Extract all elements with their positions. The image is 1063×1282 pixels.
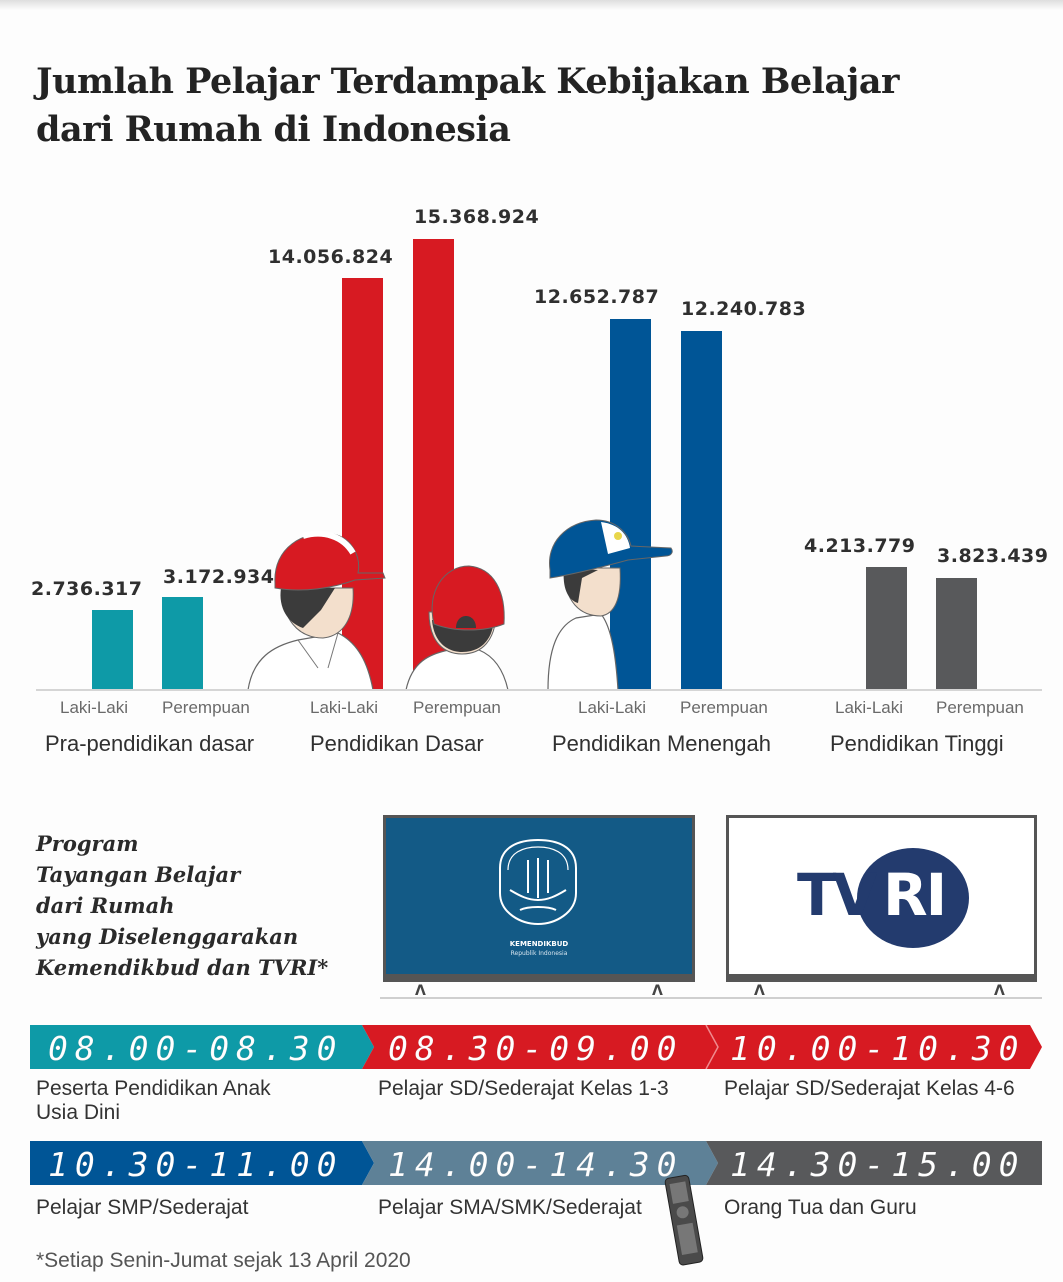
tvri-logo-ri: RI: [883, 861, 947, 929]
time-slot: 10.00-10.30: [730, 1029, 1026, 1069]
group-label: Pra-pendidikan dasar: [45, 731, 255, 756]
sub-label: Perempuan: [162, 698, 250, 717]
tv-tvri: TV RI: [726, 815, 1037, 977]
schedule-arrow-bar: [30, 1025, 1042, 1069]
sub-label: Perempuan: [680, 698, 768, 717]
schedule-row-1: 08.00-08.30 08.30-09.00 10.00-10.30: [30, 1025, 1042, 1069]
schedule-desc: Pelajar SMP/Sederajat: [36, 1196, 249, 1219]
student-illustration-red-side: [247, 530, 386, 690]
footnote: *Setiap Senin-Jumat sejak 13 April 2020: [36, 1249, 411, 1272]
tv-stand-bar: [383, 977, 695, 982]
kemendikbud-name: KEMENDIKBUD: [509, 940, 569, 948]
chart-baseline: [36, 689, 1042, 691]
time-slot: 14.30-15.00: [730, 1145, 1026, 1185]
tv-stand-bar: [726, 977, 1037, 982]
tvri-logo-circle: [857, 848, 969, 948]
student-illustration-red-back: [405, 565, 509, 690]
value-label: 14.056.824: [268, 246, 394, 268]
sub-label: Laki-Laki: [835, 698, 904, 717]
time-slot: 14.00-14.30: [388, 1145, 684, 1185]
tv-kemendikbud: KEMENDIKBUD Republik Indonesia: [383, 815, 695, 977]
group-label: Pendidikan Tinggi: [830, 731, 1004, 756]
tv-leg: Λ: [994, 983, 1005, 999]
schedule-desc: Pelajar SD/Sederajat Kelas 1-3: [378, 1077, 669, 1100]
title-line-2: dari Rumah di Indonesia: [36, 109, 511, 150]
page-title: Jumlah Pelajar Terdampak Kebijakan Belaj…: [36, 58, 899, 154]
program-line: Tayangan Belajar: [36, 862, 241, 887]
value-label: 12.240.783: [681, 298, 807, 320]
sub-label: Perempuan: [413, 698, 501, 717]
program-line: dari Rumah: [36, 893, 175, 918]
schedule-desc: Peserta Pendidikan Anak Usia Dini: [36, 1077, 271, 1124]
value-label: 15.368.924: [414, 206, 540, 228]
time-slot: 08.00-08.30: [48, 1029, 344, 1069]
tvri-logo-tv: TV: [797, 861, 877, 929]
time-slot: 10.30-11.00: [48, 1145, 344, 1185]
program-line: yang Diselenggarakan: [36, 924, 299, 949]
bar-pra-perempuan: [162, 597, 203, 690]
bar-tinggi-laki: [866, 567, 907, 690]
time-slot: 08.30-09.00: [388, 1029, 684, 1069]
tv-shelf: [380, 997, 1042, 999]
schedule-desc: Pelajar SMA/SMK/Sederajat: [378, 1196, 642, 1219]
program-heading: Program Tayangan Belajar dari Rumah yang…: [36, 828, 328, 983]
top-shadow: [0, 0, 1063, 10]
title-line-1: Jumlah Pelajar Terdampak Kebijakan Belaj…: [36, 61, 899, 102]
value-label: 3.823.439: [937, 545, 1049, 567]
group-label: Pendidikan Menengah: [552, 731, 771, 756]
bar-pra-laki: [92, 610, 133, 690]
value-label: 4.213.779: [804, 535, 916, 557]
student-illustration-blue: [547, 519, 673, 690]
group-label: Pendidikan Dasar: [310, 731, 484, 756]
tv-leg: Λ: [754, 983, 765, 999]
schedule-desc: Pelajar SD/Sederajat Kelas 4-6: [724, 1077, 1015, 1100]
sub-label: Laki-Laki: [578, 698, 647, 717]
sub-label: Laki-Laki: [310, 698, 379, 717]
program-line: Kemendikbud dan TVRI*: [36, 955, 329, 980]
value-label: 2.736.317: [31, 578, 143, 600]
value-label: 3.172.934: [163, 566, 275, 588]
sub-label: Laki-Laki: [60, 698, 129, 717]
remote-control-icon: [664, 1174, 704, 1266]
kemendikbud-subtitle: Republik Indonesia: [510, 950, 568, 957]
schedule-desc: Orang Tua dan Guru: [724, 1196, 917, 1219]
tut-wuri-handayani-emblem-icon: [499, 838, 577, 926]
program-line: Program: [36, 831, 139, 856]
bar-menengah-perempuan: [681, 331, 722, 690]
tv-leg: Λ: [415, 983, 426, 999]
value-label: 12.652.787: [534, 286, 660, 308]
bar-tinggi-perempuan: [936, 578, 977, 690]
tv-leg: Λ: [652, 983, 663, 999]
sub-label: Perempuan: [936, 698, 1024, 717]
schedule-arrow-bar: [30, 1141, 1042, 1185]
schedule-row-2: 10.30-11.00 14.00-14.30 14.30-15.00: [30, 1141, 1042, 1185]
